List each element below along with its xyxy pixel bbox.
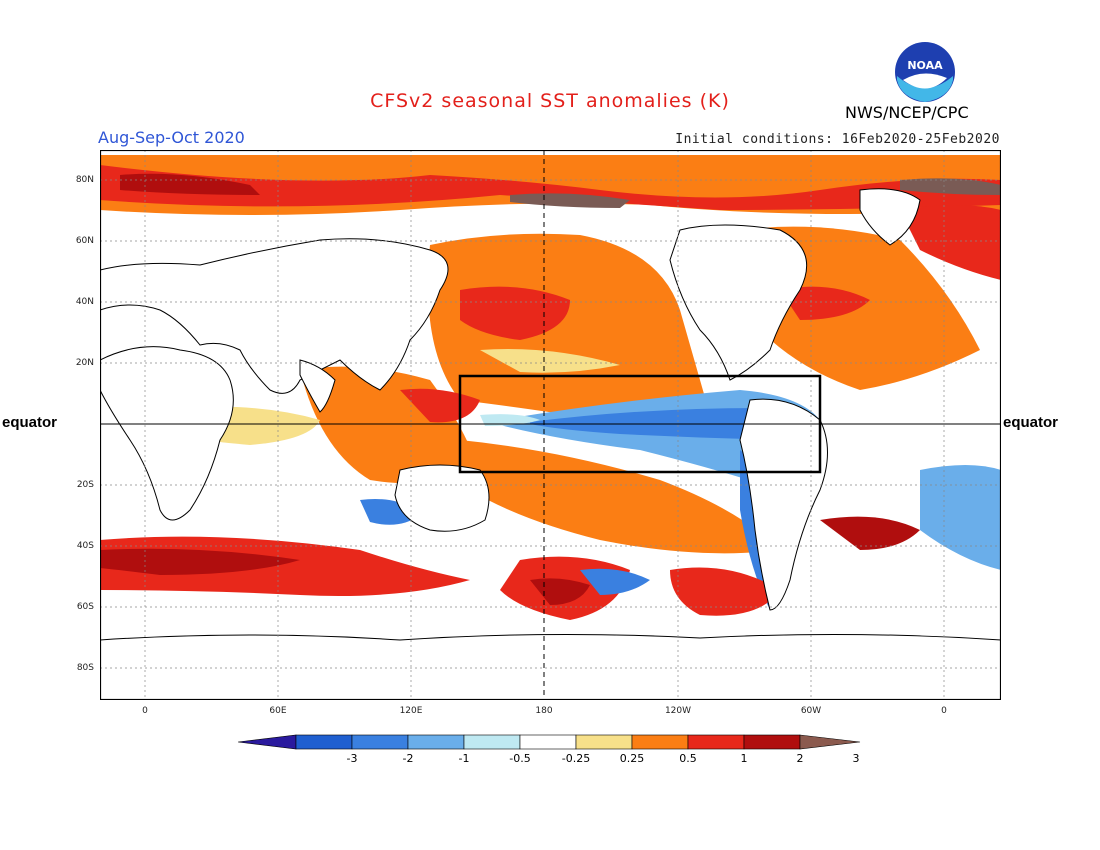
- equator-label-right: equator: [1003, 414, 1059, 431]
- colorbar-segment: [687, 734, 745, 750]
- lon-label: 120E: [399, 706, 423, 716]
- equator-label-left: equator: [2, 414, 58, 431]
- colorbar-label: -3: [346, 752, 358, 765]
- lat-label: 20N: [75, 358, 94, 368]
- colorbar-label: -0.25: [561, 752, 591, 765]
- colorbar-label: 3: [852, 752, 860, 765]
- colorbar-segment: [407, 734, 465, 750]
- lat-label: 60N: [75, 236, 94, 246]
- lat-label: 80N: [75, 175, 94, 185]
- lon-label: 0: [941, 706, 947, 716]
- colorbar-label: 0.5: [679, 752, 697, 765]
- colorbar-max-arrow: [799, 734, 861, 750]
- colorbar-min-arrow: [238, 734, 297, 750]
- lon-label: 0: [142, 706, 148, 716]
- colorbar-label: -1: [458, 752, 470, 765]
- colorbar-segment: [351, 734, 409, 750]
- lat-label: 20S: [76, 480, 94, 490]
- noaa-logo: NOAA: [895, 42, 955, 102]
- colorbar-label: 2: [796, 752, 804, 765]
- season-label: Aug-Sep-Oct 2020: [98, 128, 245, 147]
- map-title: CFSv2 seasonal SST anomalies (K): [370, 90, 730, 112]
- lon-label: 180: [535, 706, 553, 716]
- lat-label: 80S: [76, 663, 94, 673]
- organization-label: NWS/NCEP/CPC: [845, 103, 969, 122]
- nino-region-box: [458, 374, 822, 474]
- colorbar-segment: [463, 734, 521, 750]
- colorbar-label: 0.25: [619, 752, 645, 765]
- colorbar-segment: [295, 734, 353, 750]
- initial-conditions-label: Initial conditions: 16Feb2020-25Feb2020: [675, 132, 1000, 147]
- map-frame: [100, 150, 1001, 700]
- lon-label: 60E: [269, 706, 287, 716]
- lat-label: 40S: [76, 541, 94, 551]
- colorbar: [238, 734, 861, 750]
- colorbar-segment: [575, 734, 633, 750]
- lat-label: 60S: [76, 602, 94, 612]
- noaa-logo-text: NOAA: [907, 59, 943, 72]
- lon-label: 60W: [800, 706, 822, 716]
- colorbar-segment: [743, 734, 801, 750]
- colorbar-segment: [631, 734, 689, 750]
- colorbar-label: 1: [740, 752, 748, 765]
- colorbar-segment: [519, 734, 577, 750]
- lat-label: 40N: [75, 297, 94, 307]
- colorbar-label: -0.5: [509, 752, 531, 765]
- colorbar-label: -2: [402, 752, 414, 765]
- lon-label: 120W: [664, 706, 692, 716]
- sst-anomaly-map: [100, 150, 1001, 700]
